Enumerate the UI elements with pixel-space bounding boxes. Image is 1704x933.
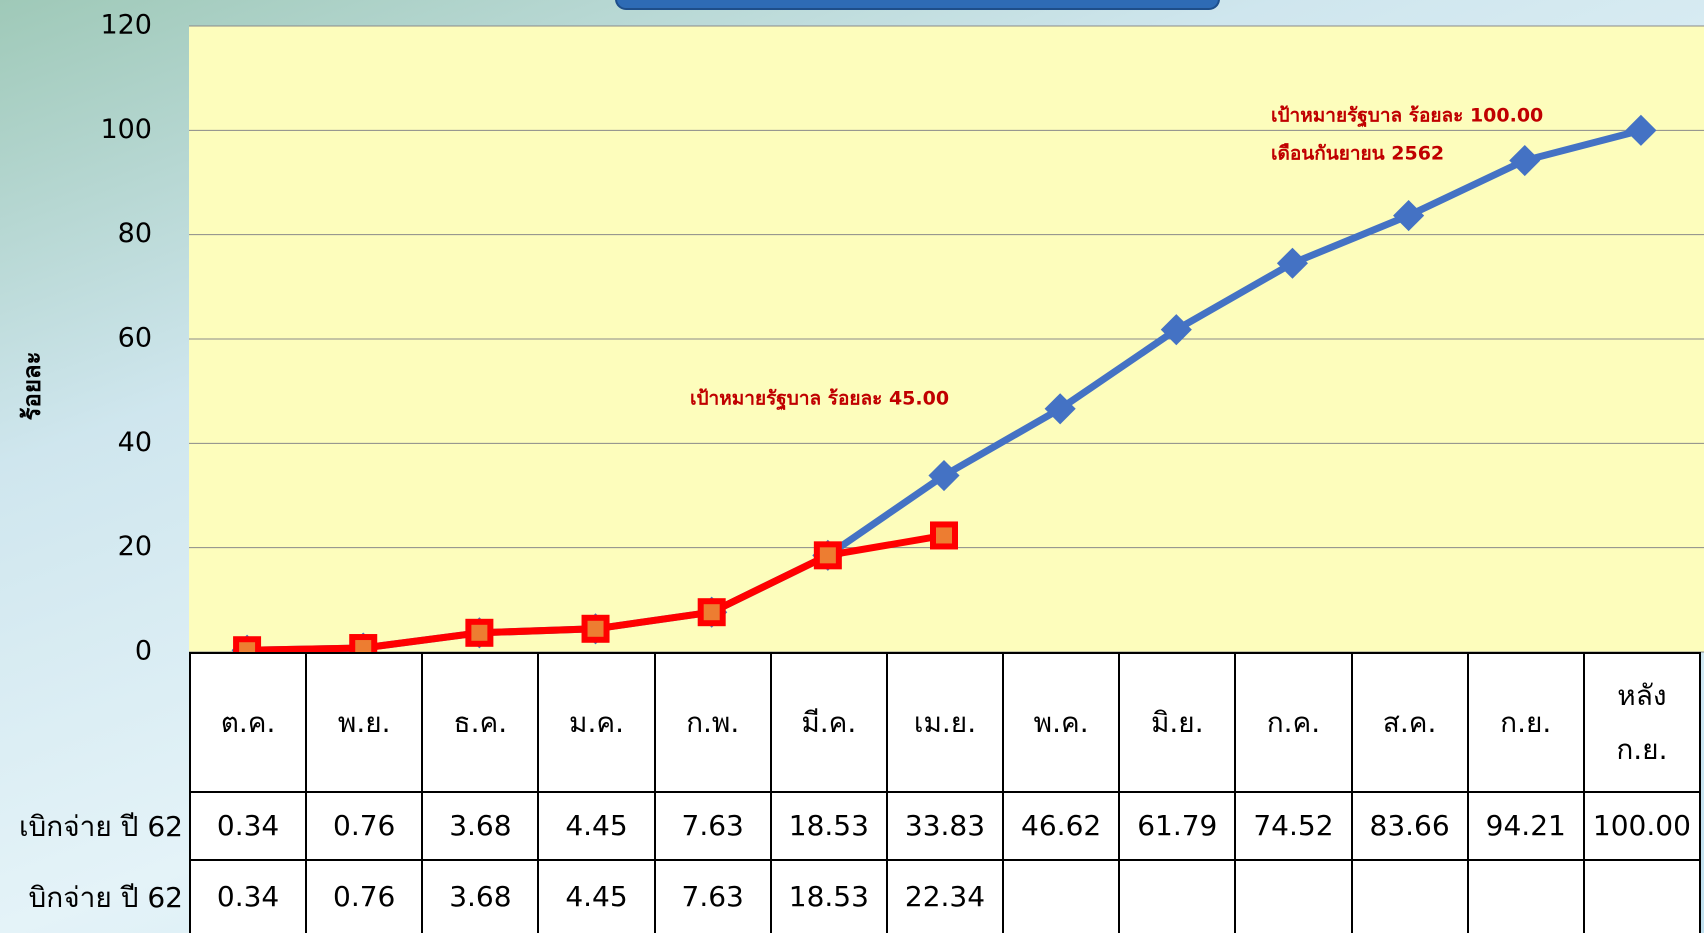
table-cell: 3.68 — [421, 791, 540, 861]
marker — [813, 541, 842, 570]
table-cell: 18.53 — [769, 859, 888, 933]
marker — [581, 614, 610, 643]
x-tick-label: ต.ค. — [189, 652, 308, 793]
table-cell: 0.34 — [189, 859, 308, 933]
marker — [930, 521, 958, 550]
table-cell: 4.45 — [537, 859, 656, 933]
annotation: เป้าหมายรัฐบาล ร้อยละ 45.00 — [690, 388, 949, 412]
y-tick-label: 60 — [118, 323, 152, 354]
table-cell: 18.53 — [769, 791, 888, 861]
table-cell: 33.83 — [885, 791, 1005, 861]
annotation: เดือนกันยายน 2562 — [1271, 143, 1444, 165]
table-cell — [1466, 859, 1585, 933]
y-axis-label: ร้อยละ — [18, 352, 46, 421]
y-tick-label: 20 — [118, 531, 152, 562]
table-cell — [1118, 859, 1237, 933]
marker — [697, 598, 726, 627]
table-cell: 7.63 — [653, 791, 772, 861]
table-cell: 0.76 — [305, 859, 424, 933]
table-cell: 3.68 — [421, 859, 540, 933]
table-cell: 94.21 — [1466, 791, 1585, 861]
table-cell: 22.34 — [885, 859, 1005, 933]
title-banner — [615, 0, 1220, 10]
table-cell: 7.63 — [653, 859, 772, 933]
row-label: เบิกจ่าย ปี 62 — [18, 810, 183, 843]
y-tick-label: 100 — [100, 114, 152, 145]
y-tick-label: 120 — [100, 10, 152, 41]
table-cell: 0.76 — [305, 791, 424, 861]
row-label: บิกจ่าย ปี 62 — [28, 881, 183, 914]
x-tick-label: เม.ย. — [885, 652, 1005, 793]
y-tick-label: 0 — [135, 636, 152, 667]
table-cell: 4.45 — [537, 791, 656, 861]
table-cell: 0.34 — [189, 791, 308, 861]
table-cell: 83.66 — [1350, 791, 1469, 861]
table-cell: 100.00 — [1582, 791, 1701, 861]
marker — [1044, 393, 1076, 425]
table-cell — [1002, 859, 1121, 933]
table-cell: 74.52 — [1234, 791, 1353, 861]
x-tick-label: ธ.ค. — [421, 652, 540, 793]
x-tick-label: ก.พ. — [653, 652, 772, 793]
marker — [928, 459, 960, 492]
x-tick-label: มี.ค. — [769, 652, 888, 793]
x-tick-label: พ.ย. — [305, 652, 424, 793]
marker — [1160, 314, 1192, 346]
x-tick-label: มิ.ย. — [1118, 652, 1237, 793]
marker — [465, 618, 494, 647]
table-cell — [1234, 859, 1353, 933]
table-cell: 61.79 — [1118, 791, 1237, 861]
x-tick-label: ก.ค. — [1234, 652, 1353, 793]
x-tick-label: ก.ย. — [1466, 652, 1585, 793]
table-cell — [1582, 859, 1701, 933]
table-cell: 46.62 — [1002, 791, 1121, 861]
x-tick-label: พ.ค. — [1002, 652, 1121, 793]
y-tick-label: 80 — [118, 218, 152, 249]
x-tick-label: หลัง ก.ย. — [1582, 652, 1701, 793]
x-tick-label: ส.ค. — [1350, 652, 1469, 793]
table-cell — [1350, 859, 1469, 933]
y-tick-label: 40 — [118, 427, 152, 458]
annotation: เป้าหมายรัฐบาล ร้อยละ 100.00 — [1271, 105, 1543, 129]
x-tick-label: ม.ค. — [537, 652, 656, 793]
